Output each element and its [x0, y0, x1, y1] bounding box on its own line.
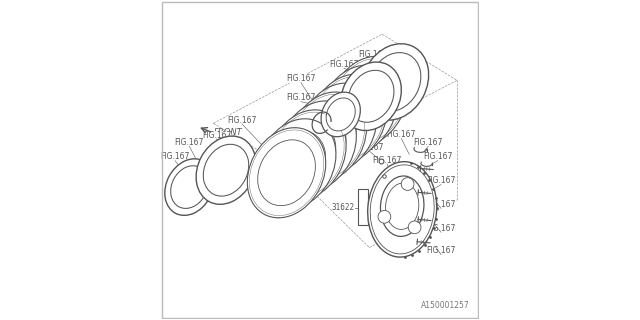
Ellipse shape [204, 144, 249, 196]
Text: FIG.167: FIG.167 [423, 152, 452, 161]
Ellipse shape [288, 113, 346, 179]
Ellipse shape [401, 178, 414, 190]
Text: FIG.167: FIG.167 [426, 246, 456, 255]
Text: FIG.167: FIG.167 [202, 131, 231, 140]
Ellipse shape [408, 221, 421, 234]
Text: FIG.167: FIG.167 [175, 138, 204, 147]
Text: A150001257: A150001257 [421, 301, 470, 310]
Text: FIG.167: FIG.167 [426, 200, 456, 209]
Ellipse shape [367, 162, 436, 257]
Ellipse shape [278, 122, 336, 188]
Ellipse shape [298, 83, 377, 173]
Text: FIG.167: FIG.167 [355, 143, 384, 152]
Ellipse shape [278, 101, 356, 191]
Text: FIG.167: FIG.167 [329, 60, 358, 69]
Ellipse shape [329, 77, 387, 143]
Text: 31622: 31622 [332, 203, 355, 212]
Text: FIG.167: FIG.167 [426, 224, 456, 233]
Ellipse shape [348, 70, 394, 122]
Text: FIG.167: FIG.167 [387, 130, 416, 139]
Text: FIG.167: FIG.167 [227, 116, 257, 125]
Text: FIG.167: FIG.167 [413, 138, 443, 147]
Ellipse shape [268, 110, 346, 200]
Text: FIG.167: FIG.167 [286, 93, 316, 102]
Ellipse shape [319, 65, 397, 155]
Text: FIG.167: FIG.167 [426, 176, 456, 185]
Ellipse shape [339, 68, 397, 134]
Text: FRONT: FRONT [214, 128, 243, 137]
Ellipse shape [369, 52, 421, 111]
Ellipse shape [171, 166, 208, 208]
Ellipse shape [196, 136, 256, 204]
Ellipse shape [329, 56, 407, 147]
Ellipse shape [380, 176, 424, 236]
Text: FIG.167: FIG.167 [161, 152, 189, 161]
Text: FIG.167: FIG.167 [286, 74, 316, 83]
Ellipse shape [247, 128, 326, 218]
Text: FIG.167: FIG.167 [358, 50, 387, 59]
Text: FIG.167: FIG.167 [372, 156, 401, 164]
Ellipse shape [308, 95, 366, 161]
Ellipse shape [321, 92, 360, 137]
Ellipse shape [298, 104, 356, 170]
Ellipse shape [308, 74, 387, 164]
Ellipse shape [268, 131, 326, 197]
Ellipse shape [326, 98, 355, 131]
Ellipse shape [258, 140, 316, 206]
Ellipse shape [340, 62, 401, 131]
Bar [358, 189, 368, 225]
Ellipse shape [361, 44, 429, 120]
Ellipse shape [319, 86, 376, 152]
Ellipse shape [164, 159, 214, 215]
Ellipse shape [385, 183, 419, 229]
Ellipse shape [378, 211, 391, 223]
Ellipse shape [288, 92, 367, 182]
Ellipse shape [257, 119, 336, 209]
